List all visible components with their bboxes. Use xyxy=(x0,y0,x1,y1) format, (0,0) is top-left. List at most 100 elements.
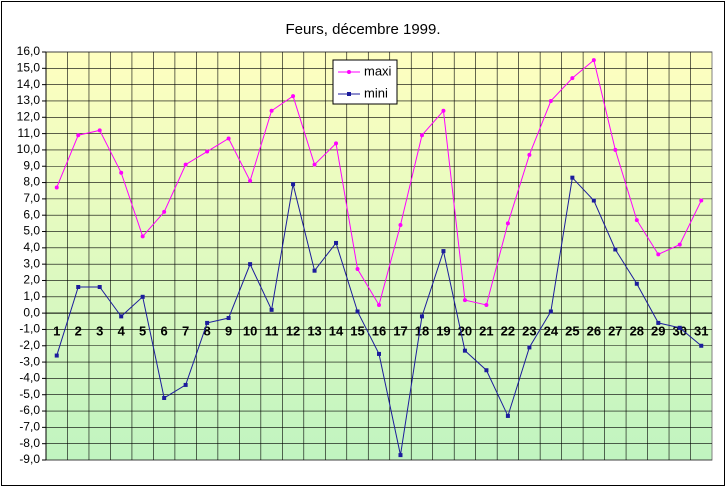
y-tick-label: -8,0 xyxy=(19,436,40,450)
x-tick-label: 22 xyxy=(501,324,515,339)
y-tick-label: -1,0 xyxy=(19,322,40,336)
data-point xyxy=(97,128,102,133)
data-point xyxy=(634,281,639,286)
x-tick-label: 14 xyxy=(329,324,344,339)
y-tick-label: -5,0 xyxy=(19,387,40,401)
y-tick-label: 13,0 xyxy=(17,93,41,107)
data-point xyxy=(226,136,231,141)
data-point xyxy=(570,76,575,81)
data-point xyxy=(377,351,381,356)
data-point xyxy=(76,133,81,138)
data-point xyxy=(162,209,167,214)
x-tick-label: 3 xyxy=(96,324,103,339)
y-tick-label: 10,0 xyxy=(17,142,41,156)
y-tick-label: -7,0 xyxy=(19,420,40,434)
y-tick-label: -9,0 xyxy=(19,452,40,466)
data-point xyxy=(699,343,704,348)
chart-title: Feurs, décembre 1999. xyxy=(285,21,440,38)
data-point xyxy=(54,353,59,358)
data-point xyxy=(248,178,253,183)
x-tick-label: 15 xyxy=(350,324,364,339)
data-point xyxy=(119,314,124,319)
data-point xyxy=(656,252,661,257)
data-point xyxy=(398,222,403,227)
data-point xyxy=(248,262,253,267)
x-tick-label: 24 xyxy=(544,324,559,339)
data-point xyxy=(484,368,489,373)
legend-label: mini xyxy=(364,85,388,100)
data-point xyxy=(162,395,167,400)
data-point xyxy=(677,242,682,247)
legend-marker xyxy=(347,92,351,96)
x-tick-label: 31 xyxy=(694,324,708,339)
data-point xyxy=(355,309,360,314)
data-point xyxy=(613,147,618,152)
x-tick-label: 1 xyxy=(53,324,60,339)
y-tick-label: 0,0 xyxy=(23,305,40,319)
data-point xyxy=(613,247,618,252)
y-tick-label: 1,0 xyxy=(23,289,40,303)
data-point xyxy=(97,285,102,290)
data-point xyxy=(656,320,661,325)
x-tick-label: 25 xyxy=(565,324,579,339)
x-tick-label: 21 xyxy=(479,324,493,339)
x-tick-label: 18 xyxy=(415,324,429,339)
x-tick-label: 11 xyxy=(265,324,279,339)
x-tick-label: 12 xyxy=(286,324,300,339)
y-tick-label: 5,0 xyxy=(23,224,40,238)
x-tick-label: 13 xyxy=(307,324,321,339)
data-point xyxy=(334,141,339,146)
data-point xyxy=(634,218,639,223)
x-tick-label: 10 xyxy=(243,324,257,339)
data-point xyxy=(699,198,704,203)
legend-box xyxy=(332,59,398,105)
data-point xyxy=(140,294,145,299)
data-point xyxy=(291,182,296,187)
x-tick-label: 23 xyxy=(522,324,536,339)
x-tick-label: 8 xyxy=(204,324,211,339)
data-point xyxy=(54,185,59,190)
y-tick-label: 16,0 xyxy=(17,44,41,58)
data-point xyxy=(205,320,210,325)
x-tick-label: 27 xyxy=(608,324,622,339)
data-point xyxy=(441,249,446,254)
data-point xyxy=(591,58,596,63)
data-point xyxy=(462,348,467,353)
data-point xyxy=(419,133,424,138)
legend-marker xyxy=(347,70,351,74)
data-point xyxy=(291,94,296,99)
x-tick-label: 7 xyxy=(182,324,189,339)
x-tick-label: 6 xyxy=(161,324,168,339)
data-point xyxy=(505,221,510,226)
y-tick-label: -4,0 xyxy=(19,371,40,385)
y-tick-label: 4,0 xyxy=(23,240,40,254)
data-point xyxy=(548,98,553,103)
y-tick-label: 11,0 xyxy=(18,126,41,140)
x-tick-label: 26 xyxy=(587,324,601,339)
y-tick-label: 9,0 xyxy=(23,158,40,172)
data-point xyxy=(527,345,532,350)
data-point xyxy=(269,108,274,113)
data-point xyxy=(183,382,188,387)
y-tick-label: -3,0 xyxy=(19,354,40,368)
x-tick-label: 29 xyxy=(651,324,665,339)
x-tick-label: 4 xyxy=(118,324,126,339)
y-tick-label: 15,0 xyxy=(17,60,41,74)
x-tick-label: 2 xyxy=(75,324,82,339)
y-tick-label: 6,0 xyxy=(23,207,40,221)
x-tick-label: 5 xyxy=(139,324,146,339)
data-point xyxy=(355,267,360,272)
y-tick-label: 2,0 xyxy=(23,273,40,287)
data-point xyxy=(677,325,682,330)
y-tick-label: 8,0 xyxy=(23,175,40,189)
y-tick-label: -6,0 xyxy=(19,403,40,417)
data-point xyxy=(76,285,81,290)
y-tick-label: 12,0 xyxy=(17,109,41,123)
data-point xyxy=(398,453,403,458)
data-point xyxy=(527,152,532,157)
x-tick-label: 17 xyxy=(393,324,407,339)
y-tick-label: 7,0 xyxy=(23,191,40,205)
x-tick-label: 9 xyxy=(225,324,232,339)
y-tick-label: -2,0 xyxy=(19,338,40,352)
